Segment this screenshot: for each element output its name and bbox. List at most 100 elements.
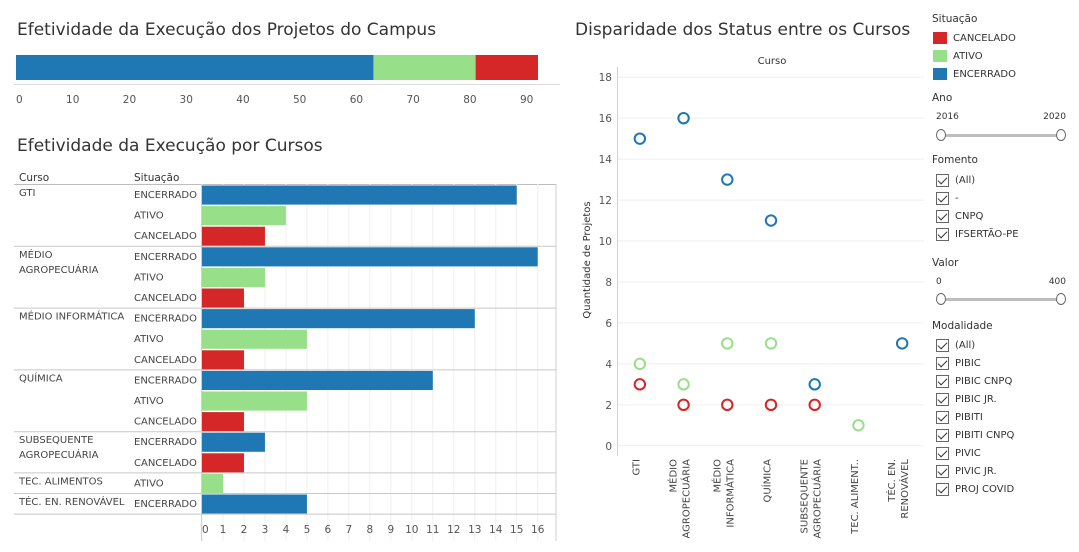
scatter-point-cancelado[interactable]: [808, 398, 821, 412]
x-category-label: INFORMÁTICA: [723, 459, 736, 528]
checkbox[interactable]: [936, 410, 949, 424]
campus-bar-cancelado[interactable]: [475, 55, 538, 80]
ano-max-handle[interactable]: [1056, 129, 1066, 141]
campus-stacked-bar-chart: 0 10 20 30 40 50 60 70 80 90: [14, 55, 560, 106]
course-bar[interactable]: [202, 309, 475, 329]
fomento-option-ifsertao[interactable]: IFSERTÃO-PE: [936, 226, 1019, 242]
option-label: PIVIC JR.: [955, 465, 997, 477]
checkbox[interactable]: [936, 227, 949, 241]
x-category-label: SUBSEQUENTE: [800, 459, 811, 533]
fomento-option-all[interactable]: (All): [936, 172, 975, 188]
checkbox[interactable]: [936, 392, 949, 406]
course-bar[interactable]: [202, 206, 286, 226]
scatter-point-ativo[interactable]: [721, 337, 734, 350]
situacao-label: ATIVO: [134, 211, 164, 222]
scatter-point-ativo[interactable]: [633, 357, 647, 371]
course-label: QUÍMICA: [19, 371, 63, 384]
legend-label: ENCERRADO: [953, 68, 1017, 80]
course-bar[interactable]: [202, 329, 307, 349]
checkbox[interactable]: [936, 209, 949, 223]
course-bar[interactable]: [202, 226, 265, 246]
situacao-legend-title: Situação: [932, 13, 978, 25]
option-label: (All): [955, 174, 976, 186]
course-bar[interactable]: [202, 391, 307, 411]
modalidade-option[interactable]: PIVIC JR.: [936, 463, 997, 479]
x-category-label: TÉC. EN.: [885, 459, 898, 503]
checkbox[interactable]: [936, 191, 949, 205]
scatter-point-encerrado[interactable]: [677, 111, 690, 125]
legend-item-encerrado[interactable]: ENCERRADO: [933, 67, 1016, 81]
checkbox[interactable]: [936, 428, 949, 442]
valor-filter-title: Valor: [932, 257, 959, 269]
x-tick-label: 14: [489, 524, 503, 536]
courses-chart-title: Efetividade da Execução por Cursos: [17, 136, 323, 156]
fomento-option-dash[interactable]: -: [936, 190, 959, 206]
modalidade-option[interactable]: (All): [936, 337, 975, 353]
checkbox[interactable]: [936, 338, 949, 352]
scatter-point-encerrado[interactable]: [895, 337, 909, 350]
legend-item-cancelado[interactable]: CANCELADO: [933, 31, 1016, 45]
ano-min-handle[interactable]: [936, 129, 946, 141]
fomento-option-cnpq[interactable]: CNPQ: [936, 208, 983, 224]
option-label: (All): [955, 339, 976, 351]
x-tick-label: 16: [531, 524, 545, 536]
modalidade-option[interactable]: PROJ COVID: [936, 481, 1014, 497]
x-tick-label: 3: [262, 524, 269, 536]
checkbox[interactable]: [936, 446, 949, 460]
modalidade-option[interactable]: PIBITI: [936, 409, 983, 425]
campus-bar-ativo[interactable]: [373, 55, 476, 80]
scatter-point-ativo[interactable]: [677, 378, 690, 391]
scatter-point-encerrado[interactable]: [721, 173, 734, 186]
scatter-point-encerrado[interactable]: [764, 214, 778, 227]
ano-range-slider[interactable]: [936, 128, 1066, 142]
situacao-label: ENCERRADO: [134, 314, 197, 325]
valor-range-slider[interactable]: [936, 292, 1066, 306]
valor-min-handle[interactable]: [936, 293, 946, 305]
fomento-filter-title: Fomento: [932, 154, 978, 166]
course-bar[interactable]: [202, 494, 307, 514]
scatter-point-cancelado[interactable]: [721, 398, 734, 412]
option-label: PIBITI: [955, 411, 983, 423]
checkbox[interactable]: [936, 464, 949, 478]
status-scatter-chart: Curso 0 2 4 6 8 10 12 14 16 18 Quantidade de Projet…: [582, 56, 924, 538]
scatter-point-cancelado[interactable]: [633, 378, 647, 391]
checkbox[interactable]: [936, 356, 949, 370]
modalidade-option[interactable]: PIBIC: [936, 355, 981, 371]
modalidade-option[interactable]: PIBITI CNPQ: [936, 427, 1014, 443]
scatter-point-cancelado[interactable]: [677, 398, 690, 412]
legend-item-ativo[interactable]: ATIVO: [933, 49, 983, 63]
situacao-label: ENCERRADO: [134, 499, 197, 510]
course-bar[interactable]: [202, 412, 244, 432]
situacao-label: ENCERRADO: [134, 190, 197, 201]
scatter-point-encerrado[interactable]: [633, 132, 647, 145]
course-bar[interactable]: [202, 267, 265, 287]
situacao-header: Situação: [134, 172, 179, 184]
valor-slider-labels: 0 400: [936, 277, 1066, 287]
course-bar[interactable]: [202, 350, 244, 370]
modalidade-option[interactable]: PIBIC CNPQ: [936, 373, 1012, 389]
course-bar[interactable]: [202, 288, 244, 308]
course-bar[interactable]: [202, 432, 265, 452]
campus-bar-encerrado[interactable]: [16, 55, 374, 80]
scatter-point-cancelado[interactable]: [764, 398, 778, 412]
situacao-label: ENCERRADO: [134, 437, 197, 448]
y-tick-label: 12: [599, 195, 612, 207]
course-bar[interactable]: [202, 247, 538, 267]
course-bar[interactable]: [202, 370, 433, 390]
option-label: -: [955, 192, 959, 204]
checkbox[interactable]: [936, 173, 949, 187]
x-tick-label: 0: [16, 94, 23, 106]
checkbox[interactable]: [936, 374, 949, 388]
modalidade-option[interactable]: PIVIC: [936, 445, 981, 461]
course-label: TEC. ALIMENTOS: [18, 476, 103, 487]
scatter-point-encerrado[interactable]: [808, 378, 821, 391]
scatter-point-ativo[interactable]: [764, 337, 778, 350]
course-bar[interactable]: [202, 473, 223, 493]
ano-min-label: 2016: [936, 112, 959, 122]
modalidade-option[interactable]: PIBIC JR.: [936, 391, 997, 407]
checkbox[interactable]: [936, 482, 949, 496]
course-bar[interactable]: [202, 453, 244, 473]
valor-max-handle[interactable]: [1056, 293, 1066, 305]
course-bar[interactable]: [202, 185, 517, 205]
scatter-point-ativo[interactable]: [852, 419, 865, 432]
